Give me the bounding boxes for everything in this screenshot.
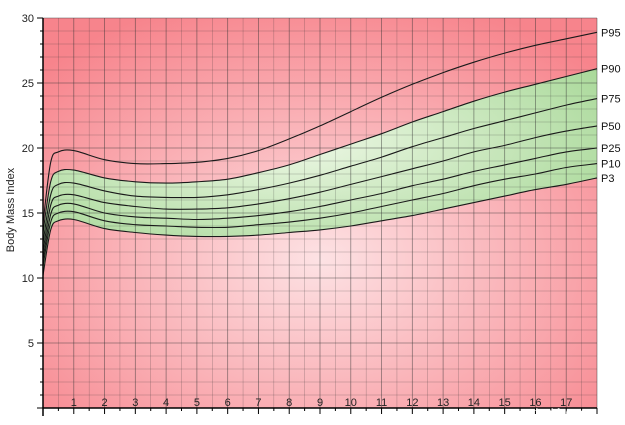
x-tick-label: 7: [255, 397, 261, 409]
series-label-p75: P75: [601, 94, 621, 106]
x-tick-label: 9: [317, 397, 323, 409]
x-tick-label: 1: [71, 397, 77, 409]
x-tick-label: 6: [225, 397, 231, 409]
series-label-p50: P50: [601, 121, 621, 133]
series-line-p3: [42, 177, 598, 276]
y-tick-label: 25: [22, 78, 34, 90]
series-label-p3: P3: [601, 173, 614, 185]
y-tick-label: 10: [22, 273, 34, 285]
x-tick-label: 11: [376, 397, 387, 409]
x-tick-label: 4: [163, 397, 169, 409]
x-tick-label: 2: [101, 397, 107, 409]
percentile-lines: [42, 31, 598, 276]
series-line-p10: [42, 163, 598, 267]
series-label-p95: P95: [601, 27, 621, 39]
x-tick-label: 13: [437, 397, 449, 409]
watermark: de.d.faq.com: [532, 407, 596, 419]
y-tick-label: 20: [22, 143, 34, 155]
series-line-p90: [42, 68, 598, 233]
series-line-p75: [42, 98, 598, 243]
series-line-p50: [42, 125, 598, 253]
x-tick-label: 10: [345, 397, 357, 409]
series-line-p95: [42, 31, 598, 224]
x-tick-label: 5: [194, 397, 200, 409]
x-tick-label: 3: [132, 397, 138, 409]
y-tick-label: 30: [22, 13, 34, 25]
x-tick-label: 8: [286, 397, 292, 409]
series-line-p25: [42, 147, 598, 260]
x-tick-label: 17: [560, 397, 572, 409]
x-tick-label: 14: [468, 397, 480, 409]
x-tick-label: 12: [406, 397, 418, 409]
x-tick-label: 16: [529, 397, 541, 409]
series-label-p10: P10: [601, 159, 621, 171]
y-tick-label: 5: [28, 338, 34, 350]
series-label-p25: P25: [601, 143, 621, 155]
series-label-p90: P90: [601, 64, 621, 76]
percentile-labels: P3 P10 P25 P50 P75 P90 P95: [601, 27, 621, 185]
x-tick-label: 15: [499, 397, 511, 409]
axis-ticks: [37, 17, 598, 416]
y-axis-title: Body Mass Index: [5, 167, 17, 252]
y-tick-label: 15: [22, 208, 34, 220]
